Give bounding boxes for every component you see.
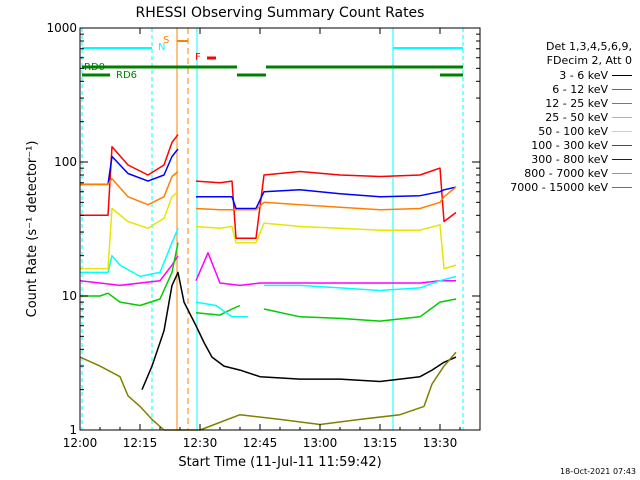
label-rd0: RD0	[84, 62, 105, 73]
legend: Det 1,3,4,5,6,9, FDecim 2, Att 0 3 - 6 k…	[478, 40, 638, 194]
date-stamp: 18-Oct-2021 07:43	[560, 467, 636, 476]
legend-swatch	[612, 74, 632, 76]
marker-s: S	[163, 35, 169, 46]
y-tick-label: 1	[69, 423, 77, 437]
plot-frame	[79, 27, 481, 431]
legend-swatch	[612, 130, 632, 132]
legend-label: 100 - 300 keV	[531, 138, 608, 152]
legend-entry: 300 - 800 keV	[478, 152, 638, 166]
y-tick-label: 100	[54, 155, 77, 169]
legend-swatch	[612, 172, 632, 174]
series-line	[80, 191, 457, 270]
series-line	[79, 252, 456, 287]
x-tick-label: 13:15	[363, 436, 398, 450]
series-line	[80, 134, 457, 239]
legend-swatch	[612, 88, 632, 90]
legend-label: 6 - 12 keV	[552, 82, 608, 96]
x-tick-label: 13:00	[303, 436, 338, 450]
legend-label: 7000 - 15000 keV	[510, 180, 608, 194]
legend-label: 50 - 100 keV	[538, 124, 608, 138]
x-tick-label: 12:45	[243, 436, 278, 450]
legend-entry: 50 - 100 keV	[478, 124, 638, 138]
legend-entry: 7000 - 15000 keV	[478, 180, 638, 194]
legend-entry: 6 - 12 keV	[478, 82, 638, 96]
legend-label: 300 - 800 keV	[531, 152, 608, 166]
legend-entry: 800 - 7000 keV	[478, 166, 638, 180]
x-tick-label: 12:00	[63, 436, 98, 450]
marker-n: N	[158, 42, 165, 53]
legend-swatch	[612, 102, 632, 104]
series-line	[141, 271, 457, 390]
legend-rows: 3 - 6 keV 6 - 12 keV 12 - 25 keV 25 - 50 ke…	[478, 68, 638, 194]
x-axis-title: Start Time (11-Jul-11 11:59:42)	[178, 455, 381, 470]
series-line	[80, 242, 457, 322]
legend-header-line: Det 1,3,4,5,6,9,	[545, 40, 632, 53]
legend-label: 25 - 50 keV	[545, 110, 608, 124]
legend-entry: 25 - 50 keV	[478, 110, 638, 124]
legend-swatch	[612, 186, 632, 188]
label-rd6: RD6	[116, 70, 137, 81]
chart-title: RHESSI Observing Summary Count Rates	[136, 5, 425, 21]
y-tick-label: 10	[62, 289, 77, 303]
x-tick-label: 12:15	[123, 436, 158, 450]
series-line	[80, 170, 457, 211]
y-axis-title: Count Rate (s⁻¹ detector⁻¹)	[25, 141, 40, 318]
series-line	[80, 228, 457, 318]
legend-header-line: FDecim 2, Att 0	[546, 54, 632, 67]
x-tick-label: 13:30	[423, 436, 458, 450]
legend-swatch	[612, 144, 632, 146]
x-tick-label: 12:30	[183, 436, 218, 450]
legend-entry: 12 - 25 keV	[478, 96, 638, 110]
series-line	[79, 351, 457, 431]
series-line	[80, 148, 457, 210]
legend-swatch	[612, 158, 632, 160]
legend-entry: 100 - 300 keV	[478, 138, 638, 152]
y-tick-label: 1000	[46, 21, 77, 35]
marker-f: F	[195, 52, 201, 63]
legend-label: 3 - 6 keV	[559, 68, 608, 82]
legend-label: 12 - 25 keV	[545, 96, 608, 110]
legend-entry: 3 - 6 keV	[478, 68, 638, 82]
axes: 12:00 12:15 12:30 12:45 13:00 13:15 13:30 1 10 10…	[46, 21, 481, 450]
legend-label: 800 - 7000 keV	[524, 166, 608, 180]
state-bars: N S F RD0 RD6	[82, 35, 463, 81]
night-intervals	[81, 28, 464, 430]
legend-swatch	[612, 116, 632, 118]
series-layer	[79, 134, 457, 431]
